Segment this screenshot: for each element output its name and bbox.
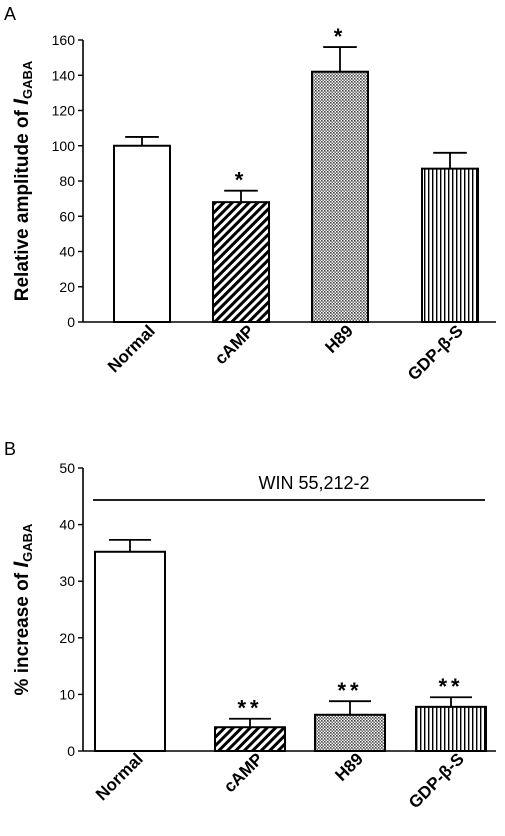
- category-label: Normal: [104, 321, 159, 376]
- significance-marker: *: [334, 24, 347, 49]
- category-label: H89: [331, 749, 366, 784]
- y-tick-label: 40: [59, 517, 75, 533]
- bar: [214, 726, 286, 753]
- significance-marker: **: [337, 678, 362, 703]
- y-tick-label: 0: [67, 743, 75, 759]
- y-tick-label: 160: [52, 32, 76, 48]
- panel-b-label: B: [4, 439, 16, 459]
- category-label: cAMP: [220, 749, 267, 796]
- y-tick-label: 30: [59, 573, 75, 589]
- bar: [94, 550, 166, 752]
- category-label: H89: [321, 321, 356, 356]
- annotation-label: WIN 55,212-2: [258, 473, 369, 493]
- y-tick-label: 60: [59, 208, 75, 224]
- y-tick-label: 0: [67, 314, 75, 330]
- category-label: cAMP: [211, 321, 258, 368]
- bar: [314, 713, 386, 752]
- bar: [415, 705, 487, 752]
- bar: [212, 201, 270, 323]
- y-tick-label: 50: [59, 460, 75, 476]
- category-label: GDP-β-S: [405, 749, 468, 812]
- significance-marker: **: [438, 674, 463, 699]
- y-axis-title: % increase of IGABA: [10, 523, 35, 696]
- panel-a-chart: 0 20 40 60 80 100 120 140 160 Relative amplitude …: [10, 24, 496, 384]
- significance-marker: **: [237, 696, 262, 721]
- bar: [113, 144, 171, 323]
- y-tick-label: 80: [59, 173, 75, 189]
- y-tick-label: 20: [59, 279, 75, 295]
- y-axis-title: Relative amplitude of IGABA: [10, 60, 35, 301]
- y-tick-label: 120: [52, 103, 76, 119]
- bar: [421, 167, 479, 323]
- panel-a-label: A: [4, 4, 16, 24]
- bar: [311, 70, 369, 323]
- y-tick-label: 140: [52, 67, 76, 83]
- y-tick-label: 10: [59, 686, 75, 702]
- category-label: GDP-β-S: [404, 321, 467, 384]
- category-label: Normal: [92, 749, 147, 804]
- panel-b-chart: 0 10 20 30 40 50 % increase of IGABA Normal ** cA…: [10, 460, 496, 812]
- y-tick-label: 20: [59, 630, 75, 646]
- y-tick-label: 40: [59, 244, 75, 260]
- significance-marker: *: [235, 168, 248, 193]
- y-tick-label: 100: [52, 138, 76, 154]
